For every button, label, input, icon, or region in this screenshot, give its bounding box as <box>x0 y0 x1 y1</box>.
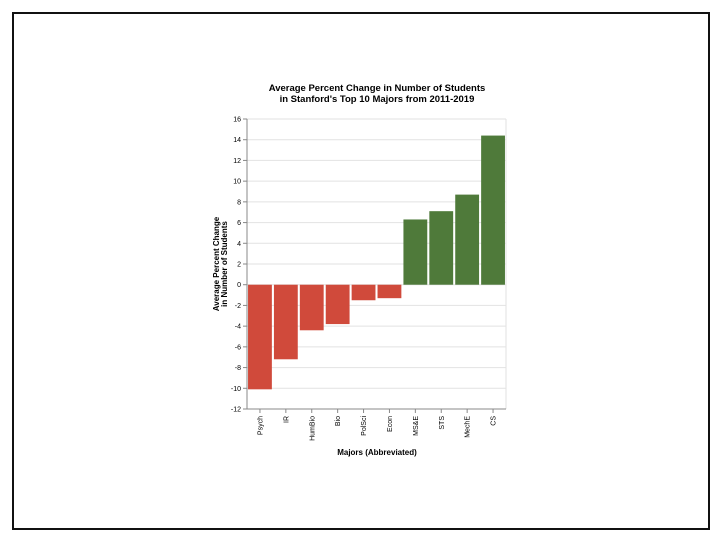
y-tick-label: 2 <box>237 262 241 269</box>
y-axis-title-line-1: Average Percent Change <box>212 216 221 311</box>
chart-title-line-1: Average Percent Change in Number of Stud… <box>269 83 486 94</box>
bar-polsci <box>351 284 376 301</box>
x-tick-label: Econ <box>387 416 394 432</box>
y-tick-label: -10 <box>231 386 241 393</box>
x-tick-label: Psych <box>257 416 264 435</box>
bar-ir <box>273 284 298 360</box>
chart-title-line-2: in Stanford's Top 10 Majors from 2011-20… <box>280 94 475 105</box>
bar-bio <box>325 284 350 325</box>
y-axis-title-line-2: in Number of Students <box>220 221 229 307</box>
y-tick-label: -2 <box>235 303 241 310</box>
y-tick-label: -6 <box>235 344 241 351</box>
x-tick-label: MechE <box>465 416 472 438</box>
y-tick-label: 12 <box>233 158 241 165</box>
x-tick-label: Bio <box>335 416 342 426</box>
y-axis-title: Average Percent Change in Number of Stud… <box>212 216 229 311</box>
x-tick-label: STS <box>439 416 446 430</box>
bars <box>248 135 505 390</box>
bar-sts <box>429 211 454 285</box>
bar-humbio <box>299 284 324 331</box>
y-tick-label: 4 <box>237 241 241 248</box>
page-frame <box>12 12 710 530</box>
x-tick-label: CS <box>491 416 498 426</box>
x-tick-label: MS&E <box>413 416 420 436</box>
y-tick-label: 10 <box>233 179 241 186</box>
y-tick-label: 6 <box>237 220 241 227</box>
bar-econ <box>377 284 402 299</box>
y-tick-label: 14 <box>233 137 241 144</box>
y-tick-label: -12 <box>231 407 241 414</box>
x-axis-title: Majors (Abbreviated) <box>337 448 417 457</box>
bar-psych <box>248 284 272 390</box>
y-tick-label: 0 <box>237 282 241 289</box>
x-tick-label: IR <box>283 416 290 423</box>
bar-mse <box>403 219 428 285</box>
y-tick-label: -8 <box>235 365 241 372</box>
bar-meche <box>455 194 480 285</box>
x-tick-label: HumBio <box>309 416 316 441</box>
y-tick-label: 8 <box>237 199 241 206</box>
x-tick-label: PolSci <box>361 416 368 436</box>
y-tick-label: 16 <box>233 117 241 124</box>
bar-cs <box>481 135 505 285</box>
axes: -12 -10 -8 -6 -4 -2 0 2 4 6 8 10 12 14 16 Psych IR HumBio… <box>231 117 506 441</box>
y-tick-label: -4 <box>235 324 241 331</box>
